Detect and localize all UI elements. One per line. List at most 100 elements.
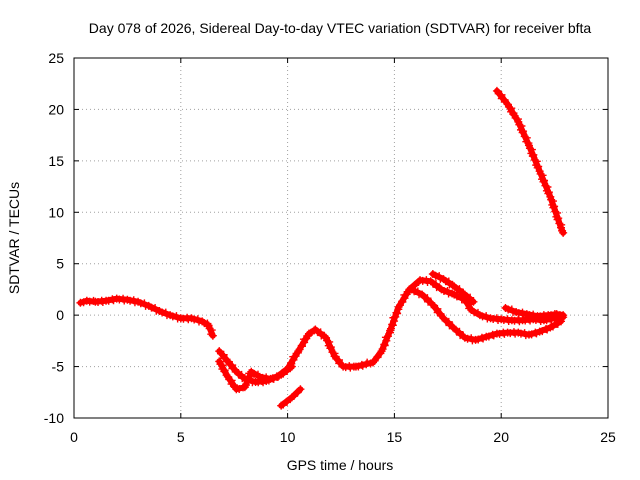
- y-tick-label: 15: [48, 153, 64, 169]
- data-point: [518, 316, 527, 325]
- data-point: [176, 314, 185, 323]
- data-point: [428, 300, 437, 309]
- scatter-fill-marker: [389, 313, 398, 322]
- data-point: [428, 270, 437, 278]
- data-point: [469, 297, 478, 306]
- scatter-fill-marker: [459, 331, 468, 340]
- scatter-fill-marker: [555, 219, 564, 228]
- data-point: [166, 311, 175, 320]
- x-tick-label: 25: [600, 429, 616, 445]
- data-point: [503, 100, 512, 109]
- data-point: [198, 317, 207, 326]
- y-tick-label: 0: [56, 307, 64, 323]
- data-point: [507, 316, 516, 325]
- data-point: [514, 328, 523, 337]
- data-point: [439, 314, 448, 323]
- scatter-fill-marker: [551, 207, 560, 216]
- x-tick-label: 0: [70, 429, 78, 445]
- data-point: [330, 352, 339, 361]
- data-series-track-7: [501, 303, 568, 321]
- series-band: [77, 295, 216, 339]
- data-point: [514, 117, 523, 126]
- scatter-fill-marker: [414, 278, 423, 287]
- plot-area: [76, 86, 568, 410]
- scatter-fill-marker: [358, 361, 367, 370]
- data-point: [240, 383, 249, 392]
- data-point: [546, 192, 555, 201]
- data-point: [559, 311, 568, 320]
- x-tick-label: 5: [177, 429, 185, 445]
- data-point: [460, 290, 469, 299]
- data-point: [426, 277, 435, 286]
- data-point: [546, 323, 555, 332]
- scatter-fill-marker: [459, 288, 468, 297]
- data-point: [522, 310, 531, 319]
- data-point: [112, 294, 121, 303]
- data-point: [232, 367, 241, 376]
- data-point: [223, 372, 232, 381]
- data-point: [475, 311, 484, 320]
- data-series-track-5: [407, 285, 566, 345]
- data-point: [394, 302, 403, 311]
- chart-title: Day 078 of 2026, Sidereal Day-to-day VTE…: [89, 20, 592, 36]
- data-point: [557, 317, 566, 326]
- scatter-fill-marker: [203, 319, 212, 328]
- data-point: [266, 374, 275, 383]
- y-tick-label: 20: [48, 101, 64, 117]
- data-point: [492, 86, 501, 95]
- data-series-track-6: [428, 270, 478, 306]
- data-point: [215, 357, 224, 366]
- scatter-fill-marker: [448, 280, 457, 289]
- data-point: [339, 362, 348, 371]
- data-point: [277, 370, 286, 379]
- y-tick-label: -10: [44, 410, 64, 426]
- data-point: [503, 328, 512, 337]
- data-point: [557, 223, 566, 232]
- data-point: [294, 347, 303, 356]
- data-point: [482, 332, 491, 341]
- data-point: [208, 331, 217, 340]
- scatter-fill-marker: [435, 283, 444, 292]
- axes: 0 5 10 15 20 25 -10 -5 0 5 10 15 20 25: [44, 50, 616, 445]
- data-point: [416, 276, 425, 285]
- data-point: [559, 228, 568, 237]
- y-tick-label: 10: [48, 204, 64, 220]
- data-point: [450, 290, 459, 299]
- data-point: [76, 298, 85, 307]
- data-point: [155, 307, 164, 316]
- data-point: [187, 314, 196, 323]
- data-point: [386, 326, 395, 335]
- scatter-fill-marker: [320, 332, 329, 341]
- data-point: [311, 325, 320, 334]
- data-point: [544, 311, 553, 320]
- data-point: [304, 329, 313, 338]
- data-point: [322, 333, 331, 342]
- data-point: [377, 347, 386, 356]
- scatter-fill-marker: [89, 296, 98, 305]
- data-point: [467, 306, 476, 314]
- data-series-track-4: [277, 385, 305, 410]
- data-point: [351, 362, 360, 371]
- data-point: [215, 347, 224, 356]
- data-point: [524, 141, 533, 150]
- scatter-fill-marker: [286, 364, 295, 373]
- scatter-fill-marker: [488, 330, 497, 339]
- scatter-fill-marker: [549, 203, 558, 212]
- data-point: [450, 324, 459, 333]
- data-point: [450, 282, 459, 291]
- scatter-fill-marker: [553, 215, 562, 224]
- data-point: [486, 314, 495, 323]
- data-point: [102, 296, 111, 305]
- plot-frame: [73, 57, 609, 419]
- y-axis-label: SDTVAR / TECUs: [6, 182, 22, 294]
- data-point: [287, 393, 296, 402]
- data-series-track-1: [76, 294, 217, 340]
- scatter-fill-marker: [531, 328, 540, 337]
- data-point: [287, 362, 296, 371]
- data-point: [497, 315, 506, 324]
- data-point: [232, 385, 241, 394]
- x-tick-label: 10: [280, 429, 296, 445]
- data-point: [418, 290, 427, 299]
- data-point: [82, 296, 91, 305]
